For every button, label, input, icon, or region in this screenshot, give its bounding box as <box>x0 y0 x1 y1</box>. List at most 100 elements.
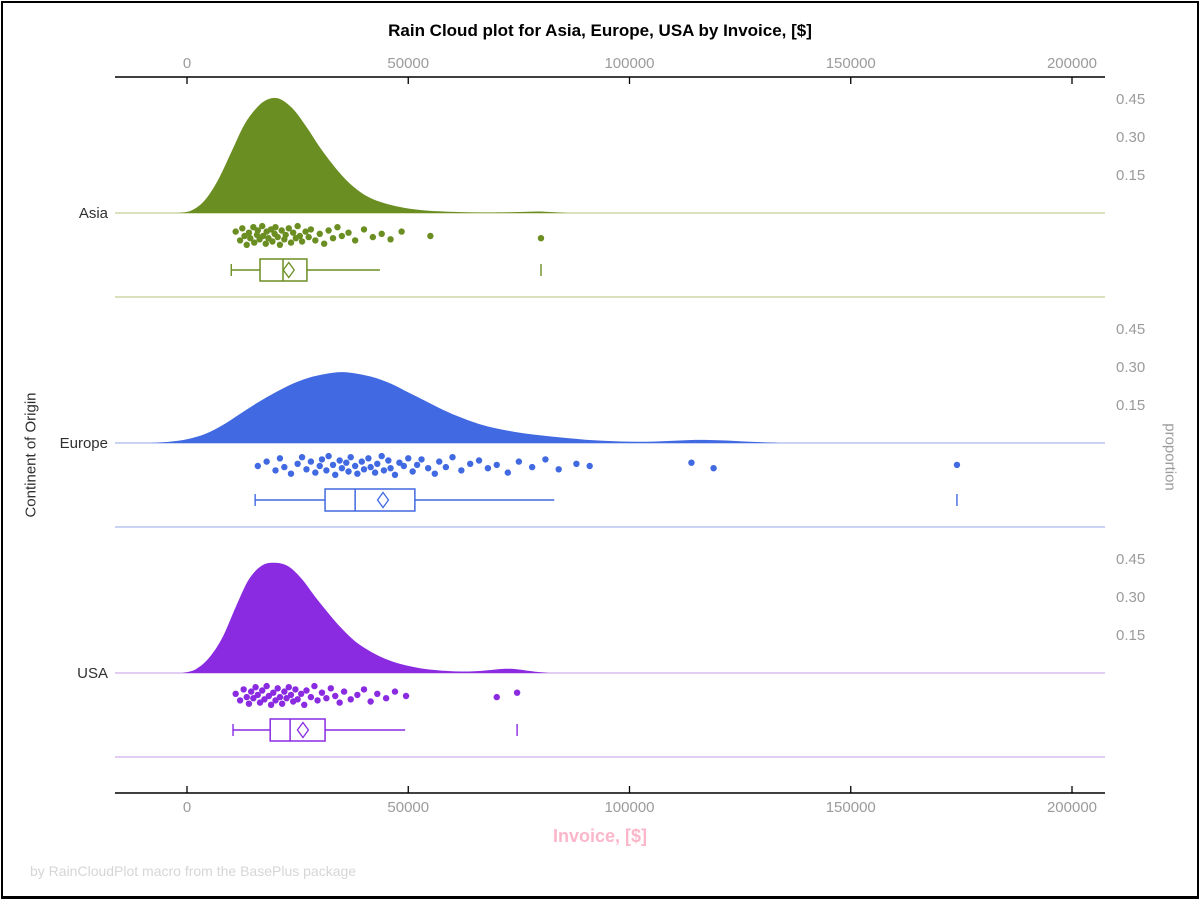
rain-point-europe <box>347 454 354 461</box>
rain-point-asia <box>269 238 276 245</box>
rain-point-asia <box>537 235 545 242</box>
density-cloud-usa <box>182 562 550 673</box>
rain-point-europe <box>449 454 456 461</box>
rain-point-usa <box>285 684 292 691</box>
rain-point-asia <box>345 229 352 236</box>
rain-point-usa <box>240 686 247 693</box>
x-axis-top-tick-label: 0 <box>183 55 191 72</box>
rain-point-usa <box>265 692 273 700</box>
rain-point-usa <box>327 685 335 692</box>
rain-point-usa <box>283 695 290 702</box>
rain-point-europe <box>515 458 523 465</box>
rain-point-usa <box>513 689 521 696</box>
rain-point-usa <box>374 690 381 697</box>
rain-point-usa <box>278 700 286 707</box>
rain-point-usa <box>243 693 250 701</box>
rain-point-usa <box>270 689 277 696</box>
attribution-note: by RainCloudPlot macro from the BasePlus… <box>30 863 357 879</box>
rain-point-europe <box>272 467 279 474</box>
rain-point-europe <box>307 458 315 465</box>
rain-point-usa <box>323 695 330 702</box>
rain-point-europe <box>367 463 374 471</box>
x-axis-top-tick-label: 100000 <box>604 55 654 72</box>
rain-point-asia <box>274 233 281 241</box>
rain-point-asia <box>334 224 341 231</box>
rain-point-asia <box>398 228 405 235</box>
rain-point-europe <box>688 459 695 466</box>
rain-point-usa <box>259 687 266 694</box>
rain-point-europe <box>303 466 310 473</box>
rain-point-europe <box>336 457 343 464</box>
rain-point-usa <box>311 682 318 690</box>
rain-point-europe <box>528 463 536 471</box>
rain-point-europe <box>400 462 408 470</box>
x-axis-top-tick-label: 150000 <box>826 55 876 72</box>
rain-point-asia <box>305 233 312 241</box>
rain-point-europe <box>953 461 961 469</box>
rain-point-europe <box>365 455 372 462</box>
rain-point-europe <box>409 468 416 475</box>
rain-point-europe <box>710 465 717 472</box>
rain-point-asia <box>338 232 346 240</box>
proportion-tick-label-usa: 0.30 <box>1116 589 1145 606</box>
rain-point-usa <box>281 688 288 695</box>
rain-point-usa <box>261 696 268 703</box>
rain-point-europe <box>354 470 361 477</box>
rain-point-europe <box>360 466 368 473</box>
rain-point-europe <box>542 456 549 463</box>
rain-point-europe <box>380 467 388 474</box>
mean-diamond-asia <box>282 261 296 279</box>
rain-point-usa <box>307 693 315 701</box>
rain-point-europe <box>385 457 392 464</box>
rain-point-europe <box>573 460 580 467</box>
rain-point-europe <box>332 471 339 478</box>
rain-point-usa <box>347 696 354 703</box>
x-axis-label: Invoice, [$] <box>552 826 648 846</box>
rain-point-usa <box>340 688 348 695</box>
rain-point-usa <box>272 697 279 704</box>
rain-point-europe <box>424 465 432 472</box>
rain-point-asia <box>378 230 385 237</box>
rain-point-asia <box>247 235 254 242</box>
rain-point-europe <box>338 465 346 472</box>
rain-point-europe <box>287 470 295 477</box>
rain-point-asia <box>262 240 269 247</box>
x-axis-top-tick-label: 200000 <box>1047 55 1097 72</box>
proportion-tick-label-usa: 0.15 <box>1116 627 1145 644</box>
rain-point-asia <box>251 239 258 246</box>
rain-point-europe <box>504 469 512 476</box>
y-axis-label: Continent of Origin <box>22 392 40 518</box>
rain-point-europe <box>555 466 562 473</box>
rain-point-europe <box>442 463 450 471</box>
rain-point-usa <box>354 691 361 699</box>
rain-point-asia <box>360 226 368 233</box>
x-axis-bottom-tick-label: 50000 <box>387 799 429 816</box>
rain-point-europe <box>493 461 500 469</box>
rain-point-europe <box>325 452 332 460</box>
rain-point-asia <box>369 233 377 241</box>
mean-diamond-europe <box>376 491 390 509</box>
rain-point-europe <box>263 458 270 465</box>
rain-point-usa <box>493 693 500 701</box>
rain-point-asia <box>285 225 292 232</box>
rain-point-europe <box>467 460 474 467</box>
rain-point-asia <box>239 225 246 232</box>
rain-point-asia <box>329 235 337 242</box>
rain-point-usa <box>250 695 257 702</box>
category-label-europe: Europe <box>60 435 108 452</box>
rain-point-europe <box>371 469 379 476</box>
rain-point-europe <box>586 462 593 470</box>
rain-point-europe <box>281 463 288 471</box>
rain-point-usa <box>267 701 275 708</box>
rain-point-asia <box>351 237 359 244</box>
rain-point-usa <box>332 692 339 700</box>
rain-point-asia <box>245 229 253 236</box>
rain-point-europe <box>294 460 301 467</box>
rain-point-asia <box>259 232 267 240</box>
rain-point-europe <box>431 470 438 477</box>
rain-point-usa <box>301 701 308 708</box>
rain-point-usa <box>263 682 270 690</box>
rain-point-usa <box>292 686 299 693</box>
rain-point-asia <box>387 236 394 243</box>
